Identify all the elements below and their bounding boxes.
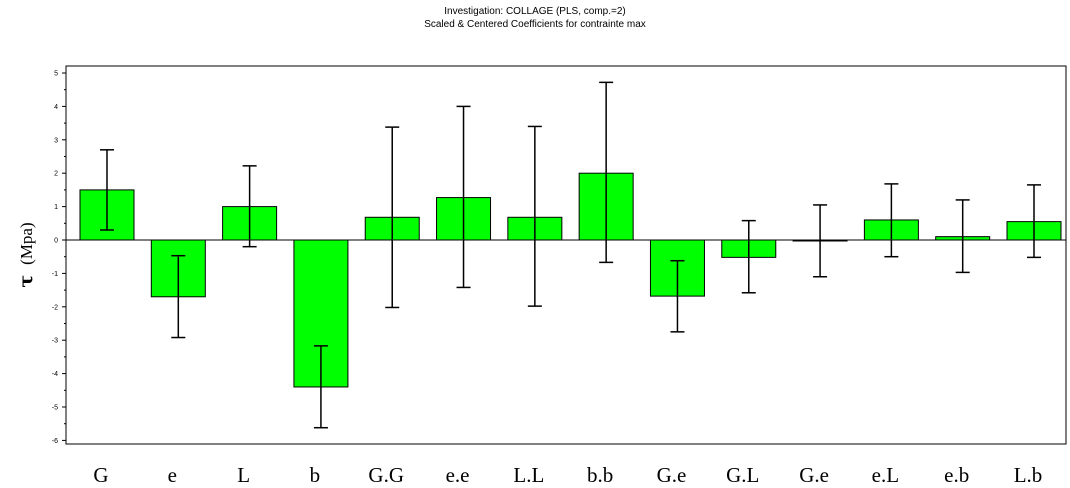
category-label-10: G.L [726, 463, 759, 487]
y-axis-label: τ (Mpa) [15, 222, 37, 287]
y-axis-label-unit: (Mpa) [17, 222, 36, 264]
error-bar-2 [171, 254, 186, 339]
category-label-14: L.b [1014, 463, 1043, 487]
category-label-9: G.e [657, 463, 687, 487]
y-tick-label: -4 [52, 371, 58, 378]
error-bar-14 [1027, 184, 1041, 259]
y-axis-label-symbol: τ [15, 275, 37, 288]
y-tick-label: 5 [54, 71, 58, 78]
category-label-7: L.L [513, 463, 544, 487]
y-tick-label: 3 [54, 137, 58, 144]
y-tick-label: -3 [52, 338, 58, 345]
error-bar-11 [813, 204, 828, 278]
error-bar-10 [741, 219, 756, 294]
y-tick-label: -2 [52, 304, 58, 311]
y-tick-label: 2 [54, 171, 58, 178]
error-bar-6 [456, 105, 471, 289]
category-label-5: G.G [368, 463, 404, 487]
y-tick-label: 0 [54, 238, 58, 245]
error-bar-8 [599, 81, 614, 264]
error-bar-7 [527, 125, 542, 307]
category-label-11: G.e [799, 463, 829, 487]
category-label-1: G [93, 463, 108, 487]
y-tick-label: -5 [52, 405, 58, 412]
category-label-8: b.b [587, 463, 613, 487]
category-label-4: b [310, 463, 321, 487]
category-label-2: e [168, 463, 177, 487]
y-tick-label: 4 [54, 104, 58, 111]
error-bars [100, 81, 1041, 429]
category-label-12: e.L [872, 463, 899, 487]
category-label-13: e.b [944, 463, 969, 487]
chart-title: Investigation: COLLAGE (PLS, comp.=2) [444, 6, 625, 17]
y-axis: -6 -5 -4 -3 -2 -1 0 1 2 3 4 5 [52, 71, 66, 445]
category-label-6: e.e [446, 463, 470, 487]
chart-subtitle: Scaled & Centered Coefficients for contr… [424, 19, 646, 30]
error-bar-5 [385, 126, 400, 309]
error-bar-1 [100, 149, 114, 231]
plot-area [65, 65, 1067, 445]
y-tick-label: -1 [52, 271, 58, 278]
category-label-3: L [237, 463, 250, 487]
y-tick-label: -6 [52, 438, 58, 445]
y-tick-label: 1 [54, 204, 58, 211]
error-bar-3 [242, 165, 257, 248]
error-bar-12 [884, 183, 899, 258]
error-bar-4 [313, 345, 328, 429]
error-bar-13 [955, 199, 970, 274]
error-bar-9 [670, 259, 685, 333]
